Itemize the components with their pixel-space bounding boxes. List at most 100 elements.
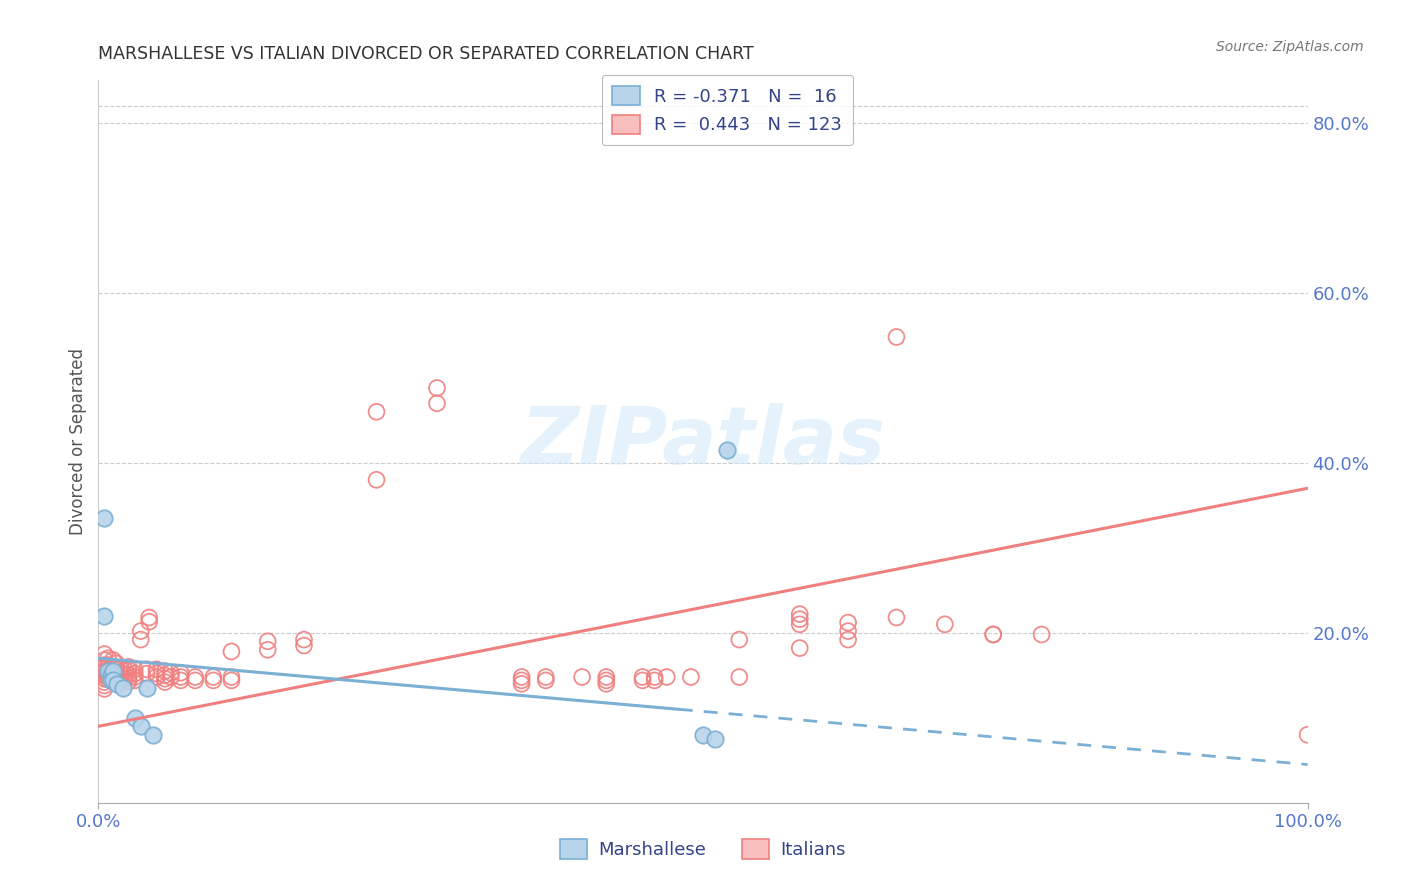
Point xyxy=(728,632,751,647)
Point xyxy=(93,661,115,675)
Point xyxy=(631,670,654,684)
Point xyxy=(981,627,1004,641)
Point xyxy=(100,673,122,687)
Point xyxy=(97,658,120,673)
Point xyxy=(118,671,141,685)
Point xyxy=(124,662,146,676)
Text: Source: ZipAtlas.com: Source: ZipAtlas.com xyxy=(1216,40,1364,54)
Point xyxy=(426,396,449,410)
Point xyxy=(256,642,278,657)
Point xyxy=(93,675,115,690)
Point xyxy=(595,670,617,684)
Point xyxy=(145,670,167,684)
Point xyxy=(118,660,141,674)
Y-axis label: Divorced or Separated: Divorced or Separated xyxy=(69,348,87,535)
Point xyxy=(716,443,738,458)
Point xyxy=(93,678,115,692)
Point xyxy=(93,653,115,667)
Point xyxy=(789,617,811,632)
Point xyxy=(97,673,120,687)
Point xyxy=(184,670,207,684)
Point xyxy=(221,670,243,684)
Point xyxy=(93,672,115,686)
Point xyxy=(138,615,160,629)
Point xyxy=(101,653,124,667)
Point xyxy=(366,405,388,419)
Legend: Marshallese, Italians: Marshallese, Italians xyxy=(553,831,853,866)
Point xyxy=(981,627,1004,641)
Point xyxy=(160,670,183,684)
Point xyxy=(153,668,176,682)
Point xyxy=(256,634,278,648)
Point xyxy=(108,673,131,688)
Point xyxy=(105,671,128,685)
Point xyxy=(160,665,183,680)
Point xyxy=(169,665,191,680)
Point xyxy=(789,612,811,626)
Point xyxy=(644,670,666,684)
Point xyxy=(153,672,176,686)
Point xyxy=(101,670,124,684)
Point xyxy=(145,662,167,676)
Point xyxy=(97,651,120,665)
Point xyxy=(101,666,124,681)
Point xyxy=(129,632,152,647)
Point xyxy=(105,661,128,675)
Point xyxy=(595,673,617,688)
Point xyxy=(837,624,859,639)
Point xyxy=(118,667,141,681)
Text: ZIPatlas: ZIPatlas xyxy=(520,402,886,481)
Point xyxy=(184,673,207,688)
Point xyxy=(93,511,115,525)
Point xyxy=(114,672,136,686)
Point xyxy=(114,667,136,681)
Point xyxy=(1296,728,1319,742)
Point xyxy=(1031,627,1053,641)
Point xyxy=(97,668,120,682)
Point xyxy=(426,381,449,395)
Point xyxy=(93,647,115,661)
Point xyxy=(153,675,176,690)
Point xyxy=(111,681,134,695)
Point xyxy=(93,681,115,696)
Point xyxy=(837,632,859,647)
Point xyxy=(129,624,152,639)
Point xyxy=(142,728,165,742)
Point xyxy=(292,639,315,653)
Point xyxy=(692,728,714,742)
Point xyxy=(135,681,157,695)
Point xyxy=(100,668,122,682)
Point xyxy=(101,664,124,678)
Point xyxy=(728,670,751,684)
Point xyxy=(93,668,115,682)
Text: MARSHALLESE VS ITALIAN DIVORCED OR SEPARATED CORRELATION CHART: MARSHALLESE VS ITALIAN DIVORCED OR SEPAR… xyxy=(98,45,754,63)
Point xyxy=(886,610,908,624)
Point xyxy=(704,732,727,747)
Point xyxy=(101,673,124,688)
Point xyxy=(105,657,128,671)
Point xyxy=(135,662,157,676)
Point xyxy=(366,473,388,487)
Point xyxy=(108,665,131,680)
Point xyxy=(108,661,131,675)
Point xyxy=(169,670,191,684)
Point xyxy=(138,610,160,624)
Point xyxy=(510,673,533,688)
Point xyxy=(153,664,176,678)
Point xyxy=(114,663,136,677)
Point xyxy=(124,670,146,684)
Point xyxy=(679,670,702,684)
Point xyxy=(124,711,146,725)
Point xyxy=(631,673,654,688)
Point xyxy=(292,632,315,647)
Point xyxy=(221,673,243,688)
Point xyxy=(510,670,533,684)
Point xyxy=(886,330,908,344)
Point xyxy=(105,677,128,691)
Point xyxy=(510,677,533,691)
Point xyxy=(595,677,617,691)
Point xyxy=(97,664,120,678)
Point xyxy=(93,658,115,673)
Point xyxy=(129,719,152,733)
Point xyxy=(108,670,131,684)
